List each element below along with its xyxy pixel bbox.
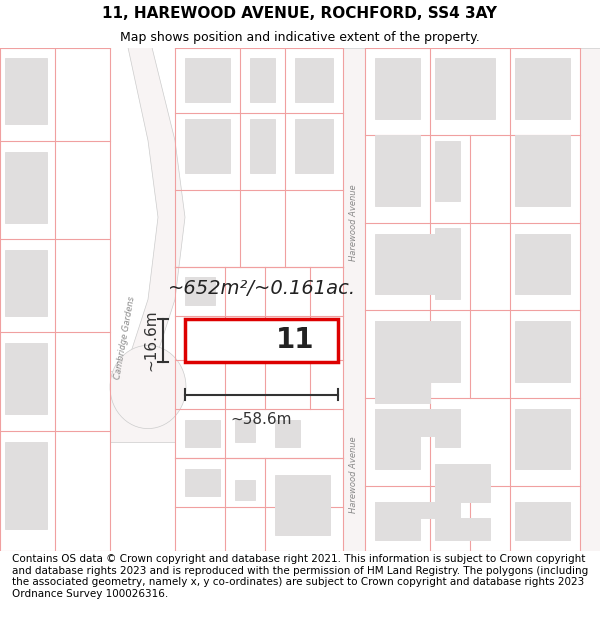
Bar <box>235 420 255 442</box>
Bar <box>375 409 420 469</box>
Polygon shape <box>110 371 175 442</box>
Bar <box>375 59 420 119</box>
Text: ~58.6m: ~58.6m <box>231 412 292 427</box>
Bar <box>235 480 255 500</box>
Bar <box>515 502 570 540</box>
Text: 11, HAREWOOD AVENUE, ROCHFORD, SS4 3AY: 11, HAREWOOD AVENUE, ROCHFORD, SS4 3AY <box>103 6 497 21</box>
Bar <box>435 141 460 201</box>
Bar <box>275 474 330 535</box>
Bar <box>375 343 430 403</box>
Bar <box>435 518 490 540</box>
Text: ~652m²/~0.161ac.: ~652m²/~0.161ac. <box>167 279 356 298</box>
Bar <box>250 59 275 102</box>
Bar <box>515 409 570 469</box>
Text: Contains OS data © Crown copyright and database right 2021. This information is : Contains OS data © Crown copyright and d… <box>12 554 588 599</box>
Text: Harewood Avenue: Harewood Avenue <box>349 436 359 513</box>
Bar <box>375 502 420 540</box>
Bar <box>375 135 420 206</box>
Bar <box>375 321 460 359</box>
Polygon shape <box>343 48 365 551</box>
Text: Cambridge Gardens: Cambridge Gardens <box>113 296 137 380</box>
Bar <box>515 59 570 119</box>
Bar <box>295 59 333 102</box>
Bar <box>375 234 460 294</box>
Bar <box>185 278 215 305</box>
Bar <box>515 321 570 381</box>
Bar <box>375 502 460 518</box>
Bar <box>515 135 570 206</box>
Polygon shape <box>580 48 600 551</box>
Bar <box>5 250 47 316</box>
Bar <box>185 319 338 362</box>
Bar <box>435 228 460 299</box>
Polygon shape <box>110 346 186 429</box>
Bar <box>185 321 215 349</box>
Bar <box>5 343 47 414</box>
Bar <box>275 420 300 447</box>
Bar <box>250 119 275 173</box>
Polygon shape <box>120 48 185 414</box>
Bar <box>185 469 220 496</box>
Bar <box>435 464 490 502</box>
Text: Map shows position and indicative extent of the property.: Map shows position and indicative extent… <box>120 31 480 44</box>
Bar <box>185 59 230 102</box>
Text: 11: 11 <box>276 326 314 354</box>
Text: Harewood Avenue: Harewood Avenue <box>349 184 359 261</box>
Bar <box>375 409 460 436</box>
Bar <box>5 442 47 529</box>
Bar <box>435 59 495 119</box>
Bar <box>435 409 460 447</box>
Bar <box>515 234 570 294</box>
Bar <box>5 59 47 124</box>
Bar <box>5 151 47 222</box>
Bar <box>185 420 220 447</box>
Bar <box>235 321 255 343</box>
Bar <box>375 321 460 381</box>
Bar <box>295 119 333 173</box>
Bar <box>185 119 230 173</box>
Text: ~16.6m: ~16.6m <box>143 309 158 371</box>
